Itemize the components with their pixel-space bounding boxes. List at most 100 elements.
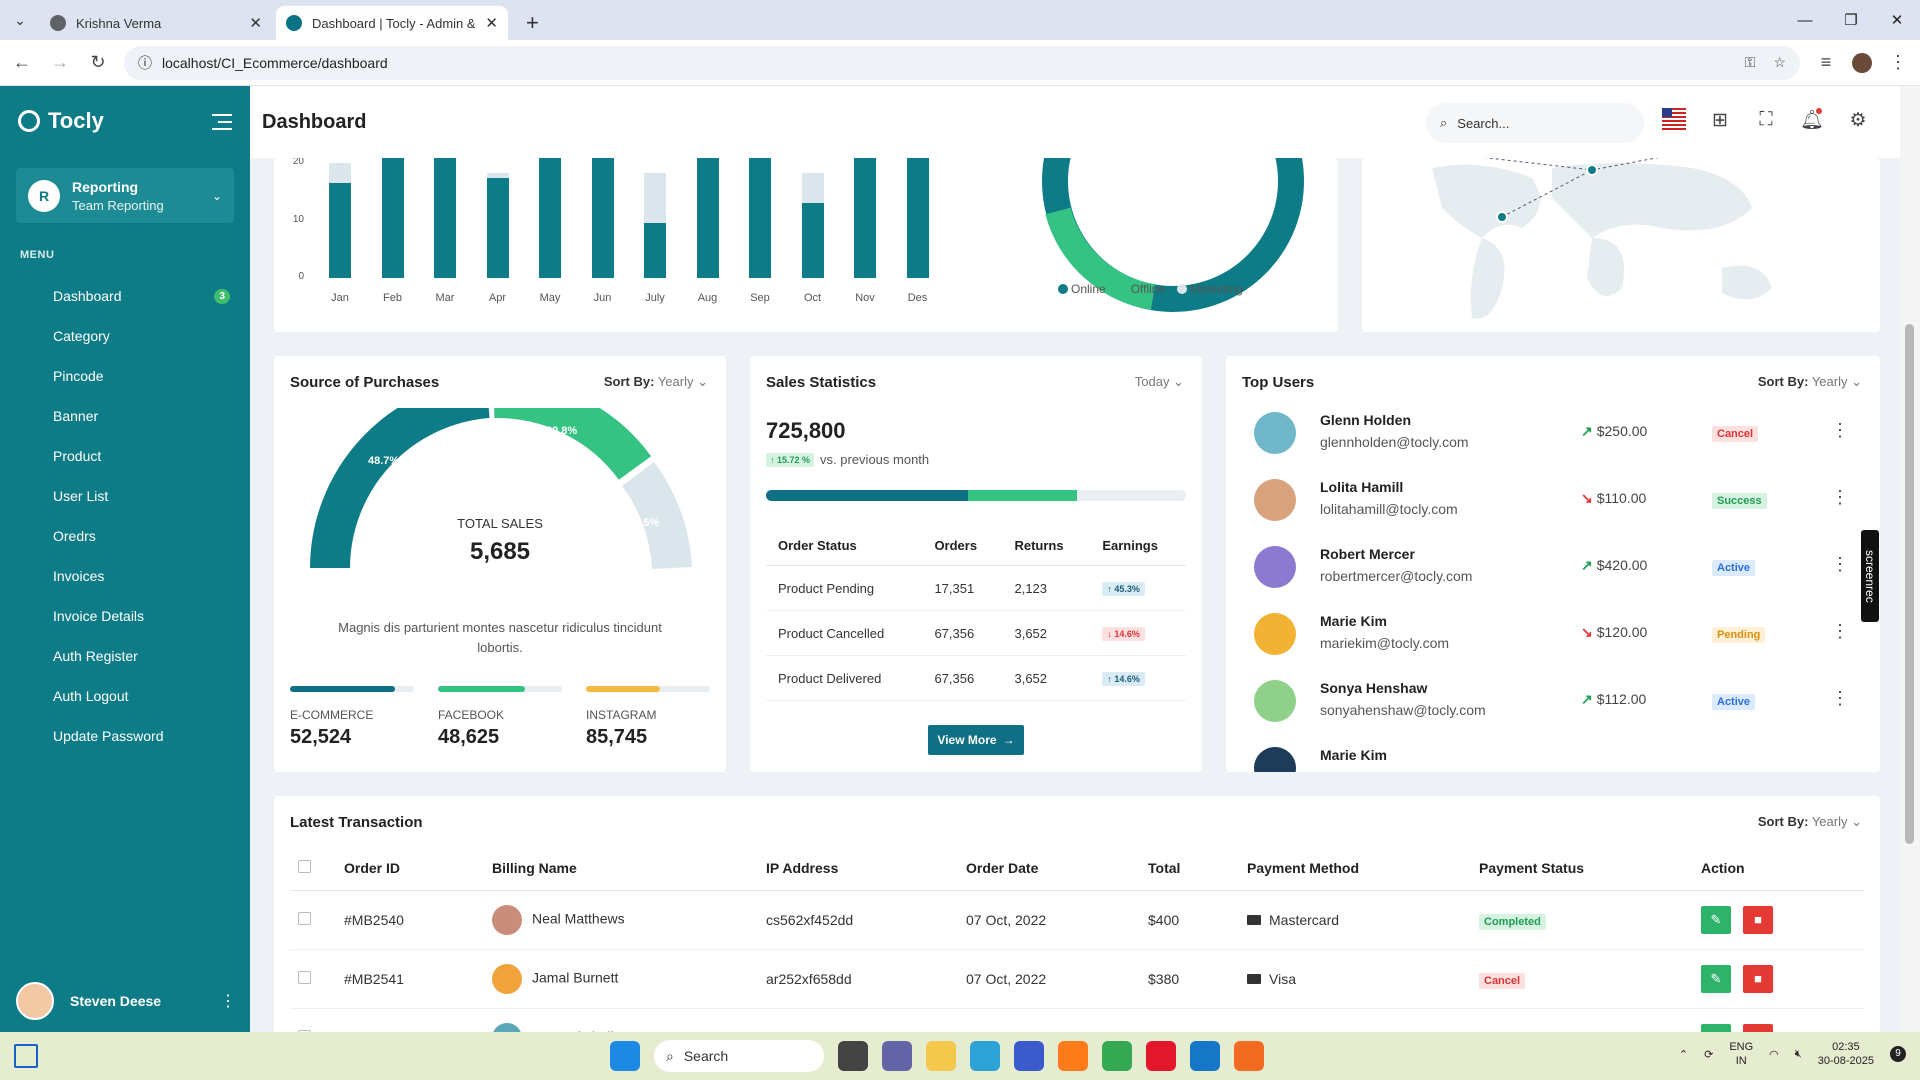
- team-switcher[interactable]: R Reporting Team Reporting ⌄: [16, 168, 234, 223]
- more-vertical-icon[interactable]: ⋮: [1831, 420, 1849, 440]
- edit-button[interactable]: ✎: [1701, 1024, 1731, 1032]
- minimize-icon[interactable]: —: [1797, 11, 1813, 29]
- settings-gear-icon[interactable]: ⚙: [1849, 109, 1867, 131]
- more-vertical-icon[interactable]: ⋮: [1831, 487, 1849, 507]
- new-tab-button[interactable]: +: [526, 10, 539, 35]
- search-input[interactable]: ⌕ Search...: [1426, 103, 1644, 143]
- apps-grid-icon[interactable]: ⊞: [1712, 109, 1728, 131]
- windows-start-icon[interactable]: [610, 1041, 640, 1071]
- opera-icon[interactable]: [1146, 1041, 1176, 1071]
- delete-button[interactable]: ■: [1743, 906, 1773, 934]
- profile-avatar-icon[interactable]: [1852, 52, 1872, 73]
- select-all-checkbox[interactable]: [298, 860, 311, 873]
- view-more-button[interactable]: View More →: [928, 725, 1024, 755]
- sidebar-item-update-password[interactable]: Update Password: [0, 716, 250, 756]
- sidebar-item-category[interactable]: Category: [0, 316, 250, 356]
- task-view-icon[interactable]: [838, 1041, 868, 1071]
- more-vertical-icon[interactable]: ⋮: [220, 993, 236, 1010]
- tab-search-dropdown[interactable]: ⌄: [14, 11, 26, 28]
- bar[interactable]: [644, 223, 666, 278]
- row-checkbox[interactable]: [298, 1030, 311, 1032]
- menu-toggle-icon[interactable]: [212, 114, 232, 135]
- site-info-icon[interactable]: ⓘ: [138, 54, 152, 71]
- sidebar-item-auth-register[interactable]: Auth Register: [0, 636, 250, 676]
- edge-icon[interactable]: [970, 1041, 1000, 1071]
- bookmark-star-icon[interactable]: ☆: [1773, 54, 1786, 70]
- bar[interactable]: [591, 158, 614, 278]
- user-name[interactable]: Marie Kim: [1320, 747, 1387, 763]
- xampp-icon[interactable]: [1234, 1041, 1264, 1071]
- vscode-icon[interactable]: [1190, 1041, 1220, 1071]
- url-field[interactable]: ⓘ localhost/CI_Ecommerce/dashboard ⚿ ☆: [124, 45, 1800, 80]
- order-id[interactable]: #MB2541: [336, 949, 484, 1009]
- wifi-icon[interactable]: ◠: [1769, 1048, 1779, 1061]
- brand-logo[interactable]: Tocly: [18, 108, 104, 134]
- restore-icon[interactable]: ❐: [1844, 12, 1858, 29]
- bar[interactable]: [906, 158, 929, 278]
- close-icon[interactable]: ✕: [485, 15, 498, 32]
- sidebar-item-orders[interactable]: Oredrs: [0, 516, 250, 556]
- sort-dropdown[interactable]: Sort By: Yearly ⌄: [603, 374, 708, 389]
- password-key-icon[interactable]: ⚿: [1744, 54, 1756, 70]
- edit-button[interactable]: ✎: [1701, 965, 1731, 993]
- browser-tab-krishna[interactable]: Krishna Verma ✕: [40, 6, 272, 40]
- more-vertical-icon[interactable]: ⋮: [1831, 554, 1849, 574]
- sort-dropdown[interactable]: Sort By: Yearly ⌄: [1757, 814, 1862, 829]
- sidebar-item-dashboard[interactable]: Dashboard 3: [0, 276, 250, 316]
- bar[interactable]: [749, 158, 771, 278]
- bar[interactable]: [696, 158, 719, 278]
- firefox-icon[interactable]: [1058, 1041, 1088, 1071]
- bar[interactable]: [801, 203, 824, 278]
- us-flag-icon[interactable]: [1662, 108, 1686, 132]
- more-vertical-icon[interactable]: ⋮: [1831, 621, 1849, 641]
- store-icon[interactable]: [1014, 1041, 1044, 1071]
- sort-dropdown[interactable]: Sort By: Yearly ⌄: [1757, 374, 1862, 389]
- notification-count[interactable]: 9: [1890, 1046, 1906, 1062]
- sidebar-item-invoice-details[interactable]: Invoice Details: [0, 596, 250, 636]
- notification-bell-icon[interactable]: 🔔︎: [1799, 108, 1825, 131]
- more-vertical-icon[interactable]: ⋮: [1831, 688, 1849, 708]
- delete-button[interactable]: ■: [1743, 1024, 1773, 1032]
- reload-icon[interactable]: ↻: [90, 52, 106, 72]
- close-window-icon[interactable]: ✕: [1890, 12, 1904, 29]
- taskbar-search[interactable]: ⌕ Search: [654, 1040, 824, 1072]
- language-indicator[interactable]: ENG IN: [1729, 1041, 1754, 1067]
- order-id[interactable]: #MB2542: [336, 1008, 484, 1032]
- delete-button[interactable]: ■: [1743, 965, 1773, 993]
- chevron-up-icon[interactable]: ⌃: [1678, 1048, 1689, 1061]
- order-id[interactable]: #MB2540: [336, 890, 484, 950]
- sidebar-item-auth-logout[interactable]: Auth Logout: [0, 676, 250, 716]
- period-dropdown[interactable]: Today ⌄: [1134, 374, 1184, 389]
- map-marker[interactable]: [1586, 164, 1598, 176]
- user-name[interactable]: Lolita Hamill: [1320, 479, 1404, 495]
- sidebar-item-invoices[interactable]: Invoices: [0, 556, 250, 596]
- browser-tab-dashboard[interactable]: Dashboard | Tocly - Admin & D ✕: [276, 6, 508, 40]
- sidebar-item-user-list[interactable]: User List: [0, 476, 250, 516]
- user-name[interactable]: Robert Mercer: [1320, 546, 1415, 562]
- chrome-icon[interactable]: [1102, 1041, 1132, 1071]
- bar[interactable]: [539, 158, 561, 278]
- user-name[interactable]: Marie Kim: [1320, 613, 1387, 629]
- bar[interactable]: [329, 183, 351, 278]
- sidebar-item-product[interactable]: Product: [0, 436, 250, 476]
- row-checkbox[interactable]: [298, 912, 311, 925]
- media-icon[interactable]: ≡: [1820, 52, 1832, 72]
- fullscreen-icon[interactable]: ⛶: [1759, 109, 1773, 130]
- volume-muted-icon[interactable]: 🔇︎: [1794, 1047, 1802, 1060]
- bar[interactable]: [486, 178, 509, 278]
- back-icon[interactable]: ←: [13, 52, 31, 72]
- file-explorer-icon[interactable]: [926, 1041, 956, 1071]
- screenrec-widget[interactable]: screenrec: [1861, 530, 1879, 622]
- user-name[interactable]: Glenn Holden: [1320, 412, 1411, 428]
- clock[interactable]: 02:35 30-08-2025: [1817, 1041, 1874, 1067]
- sidebar-item-pincode[interactable]: Pincode: [0, 356, 250, 396]
- widgets-icon[interactable]: [14, 1044, 38, 1068]
- bar[interactable]: [381, 158, 404, 278]
- close-icon[interactable]: ✕: [249, 15, 262, 32]
- user-name[interactable]: Sonya Henshaw: [1320, 680, 1428, 696]
- map-marker[interactable]: [1496, 211, 1508, 223]
- row-checkbox[interactable]: [298, 971, 311, 984]
- bar[interactable]: [854, 158, 876, 278]
- sidebar-item-banner[interactable]: Banner: [0, 396, 250, 436]
- teams-icon[interactable]: [882, 1041, 912, 1071]
